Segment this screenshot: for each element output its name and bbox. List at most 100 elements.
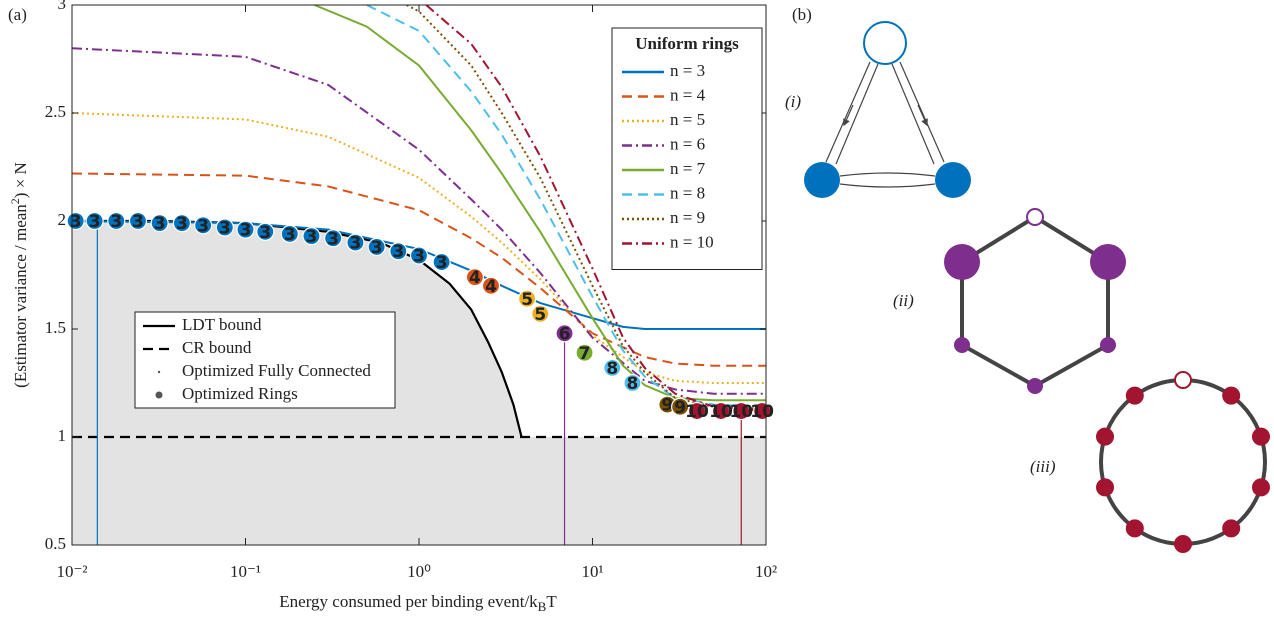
marker-label: 6	[559, 324, 571, 344]
marker-label: 9	[661, 396, 673, 416]
marker-label: 3	[327, 229, 339, 249]
legend: Uniform rings n = 3 n = 4 n = 5 n = 6 n = 7 n …	[611, 27, 763, 270]
x-label-end: T	[546, 592, 557, 611]
y-tick-label: 1	[58, 426, 67, 445]
node	[1174, 535, 1192, 553]
y-label-sup: 2	[8, 198, 22, 204]
optimized-ring-marker	[732, 401, 751, 421]
node	[1026, 208, 1044, 226]
panel-label: (b)	[792, 5, 812, 24]
marker-label: 3	[70, 212, 82, 232]
node	[935, 162, 971, 198]
node	[1222, 519, 1241, 538]
marker-label: 3	[436, 253, 448, 273]
optimized-ring-marker	[150, 214, 169, 233]
optimized-ring-marker	[236, 220, 255, 239]
legend-swatch	[155, 391, 163, 399]
y-tick-label: 3	[58, 0, 67, 13]
optimized-ring-marker	[389, 242, 408, 261]
shaded-region	[72, 221, 766, 545]
optimized-ring-marker	[555, 324, 574, 343]
optimized-ring-marker	[481, 276, 501, 295]
marker-label: 4	[469, 268, 481, 288]
edge	[1034, 216, 1096, 256]
optimized-ring-marker	[85, 211, 104, 231]
optimized-ring-marker	[215, 218, 234, 237]
legend-label: n = 10	[670, 232, 714, 251]
optimized-ring-marker	[432, 252, 451, 272]
x-tick-label: 10⁰	[407, 562, 431, 581]
optimized-ring-marker	[623, 373, 642, 393]
x-tick-label: 10²	[755, 562, 777, 581]
x-tick-label: 10⁻²	[56, 562, 87, 581]
legend-title: Uniform rings	[635, 34, 739, 53]
node	[1096, 427, 1115, 446]
legend-label: n = 5	[670, 110, 705, 129]
marker-label: 8	[627, 374, 639, 394]
edge	[891, 63, 935, 165]
edge	[839, 172, 936, 177]
edge	[974, 216, 1036, 256]
edge	[825, 61, 871, 163]
marker-label: 3	[154, 214, 166, 234]
marker-label: 5	[521, 290, 533, 310]
optimized-ring-marker	[280, 224, 299, 244]
y-tick-label: 0.5	[45, 534, 66, 553]
legend-label: n = 3	[670, 61, 705, 80]
network-iii	[1096, 371, 1270, 553]
optimized-ring-marker	[531, 304, 550, 323]
optimized-ring-marker	[409, 246, 429, 265]
marker-label: 10	[685, 402, 709, 422]
line	[366, 5, 766, 408]
node	[1174, 371, 1192, 389]
panel-label: (a)	[8, 5, 27, 24]
optimized-ring-marker	[367, 237, 386, 257]
y-tick-label: 1.5	[45, 318, 66, 337]
edge	[835, 63, 879, 165]
line	[72, 47, 766, 395]
node	[1251, 427, 1270, 446]
x-tick-label: 10⁻¹	[230, 562, 261, 581]
marker-label: 3	[413, 247, 425, 267]
plot-clip	[72, 5, 766, 545]
optimized-ring-marker	[603, 358, 622, 377]
node	[1251, 478, 1270, 497]
marker-label: 3	[259, 223, 271, 243]
y-label-text: (Estimator variance / mean	[11, 204, 30, 388]
marker-label: 3	[110, 212, 122, 232]
x-label-text: Energy consumed per binding event/k	[279, 592, 538, 611]
legend-box	[611, 27, 763, 270]
optimized-ring-marker	[687, 401, 707, 421]
optimized-ring-marker	[465, 268, 485, 287]
edge	[839, 183, 936, 188]
node	[1027, 378, 1043, 394]
marker-label: 3	[284, 225, 296, 245]
marker-label: 3	[371, 238, 383, 258]
legend: LDT bound CR bound Optimized Fully Connect…	[134, 311, 396, 409]
y-label-end: ) × N	[11, 162, 30, 198]
y-tick-label: 2	[58, 210, 67, 229]
network-i	[804, 21, 971, 198]
marker-label: 3	[176, 214, 188, 234]
marker-label: 3	[306, 227, 318, 247]
marker-label: 5	[534, 305, 546, 325]
network-ii	[944, 208, 1126, 394]
marker-label: 10	[729, 402, 753, 422]
arrow	[917, 104, 928, 127]
legend-label: CR bound	[182, 338, 252, 357]
node	[863, 21, 907, 65]
line	[72, 172, 766, 367]
optimized-ring-marker	[324, 229, 343, 248]
optimized-ring-marker	[194, 216, 213, 235]
marker-label: 3	[132, 212, 144, 232]
marker-label: 3	[197, 216, 209, 236]
legend-swatch	[157, 370, 161, 374]
marker-label: 4	[485, 277, 497, 297]
arrow	[843, 104, 854, 127]
marker-label: 9	[674, 398, 686, 418]
x-axis-label: Energy consumed per binding event/kBT	[279, 592, 557, 614]
optimized-ring-marker	[302, 227, 321, 246]
node	[954, 337, 970, 353]
